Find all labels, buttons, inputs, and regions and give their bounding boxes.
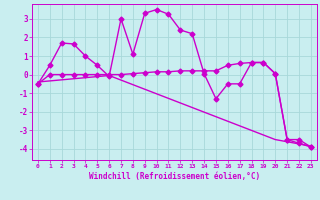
X-axis label: Windchill (Refroidissement éolien,°C): Windchill (Refroidissement éolien,°C) — [89, 172, 260, 181]
